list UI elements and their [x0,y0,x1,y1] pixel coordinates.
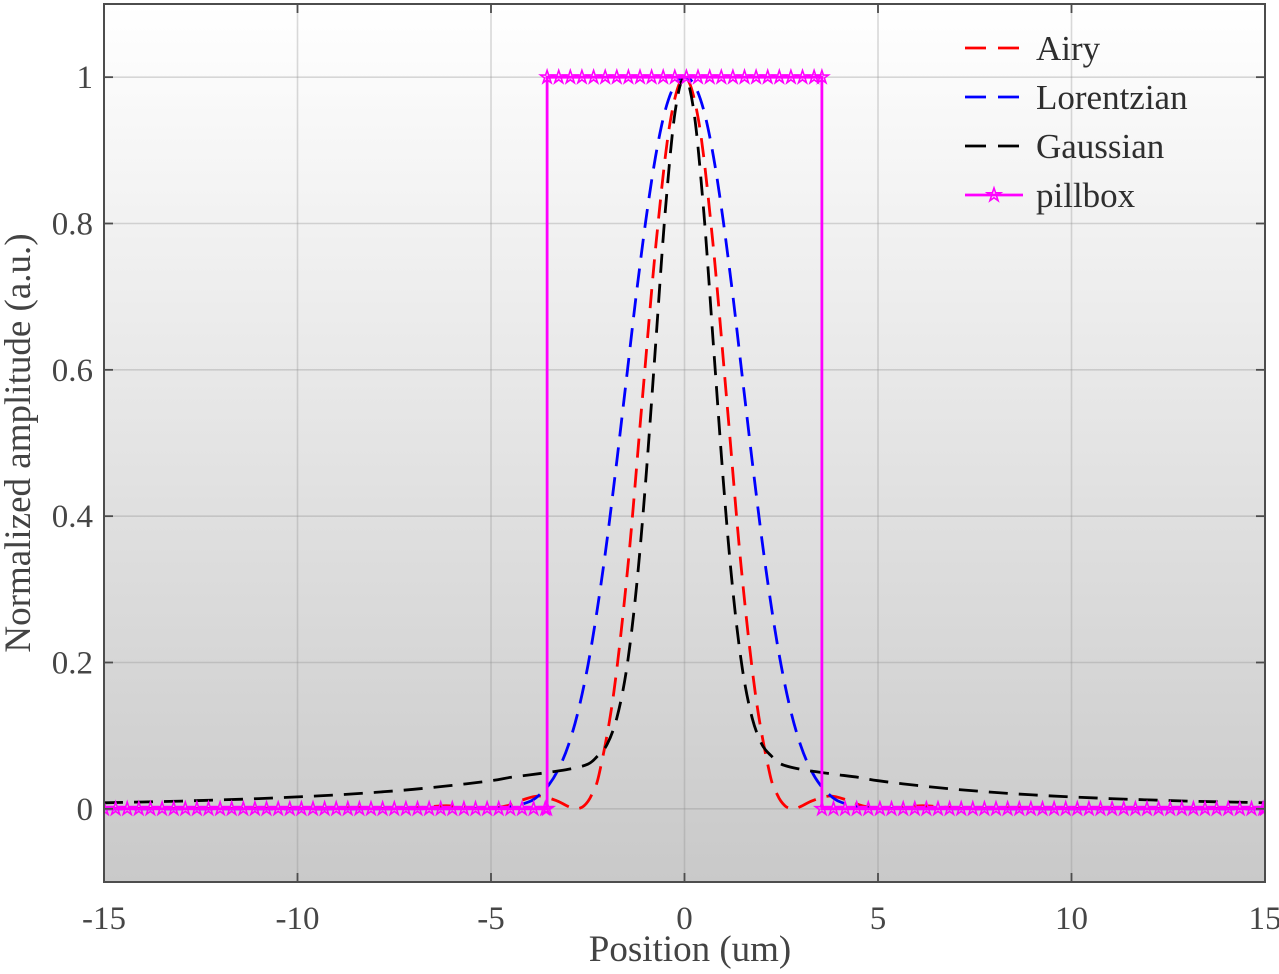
legend-item-pillbox: pillbox [965,176,1136,215]
y-tick-label: 0.2 [52,646,93,682]
legend-item-airy: Airy [965,29,1101,68]
pentagram-marker [812,67,831,85]
legend-label: Lorentzian [1036,78,1188,117]
series-group [104,67,1265,817]
y-axis-label: Normalized amplitude (a.u.) [0,233,39,652]
x-tick-label: -10 [276,901,320,937]
plot-background [104,4,1265,882]
legend-pentagram-marker [984,185,1004,203]
legend-item-gaussian: Gaussian [965,127,1164,166]
y-tick-label: 0.4 [52,499,93,535]
series-pillbox [104,67,1265,817]
legend-label: Gaussian [1036,127,1164,166]
legend-label: Airy [1036,29,1101,68]
legend: Airy Lorentzian Gaussian pillbox [965,29,1188,215]
legend-item-lorentzian: Lorentzian [965,78,1188,117]
y-tick-label: 0.8 [52,207,93,243]
x-tick-label: -15 [82,901,126,937]
y-tick-label: 1 [77,60,94,96]
plot-area [104,4,1265,882]
tick-labels: -15 -10 -5 0 5 10 15 0 0.2 0.4 0.6 0.8 1 [52,60,1279,937]
x-axis-label: Position (um) [589,929,792,970]
tick-marks [103,4,1266,882]
y-tick-label: 0 [77,792,94,828]
y-tick-label: 0.6 [52,353,93,389]
x-tick-label: -5 [477,901,505,937]
x-tick-label: 0 [676,901,693,937]
x-tick-label: 10 [1055,901,1088,937]
pillbox-markers [104,67,1265,817]
x-tick-label: 15 [1249,901,1279,937]
pentagram-marker [538,799,557,817]
legend-label: pillbox [1036,176,1136,215]
x-tick-label: 5 [870,901,887,937]
pentagram-marker [1256,799,1265,817]
